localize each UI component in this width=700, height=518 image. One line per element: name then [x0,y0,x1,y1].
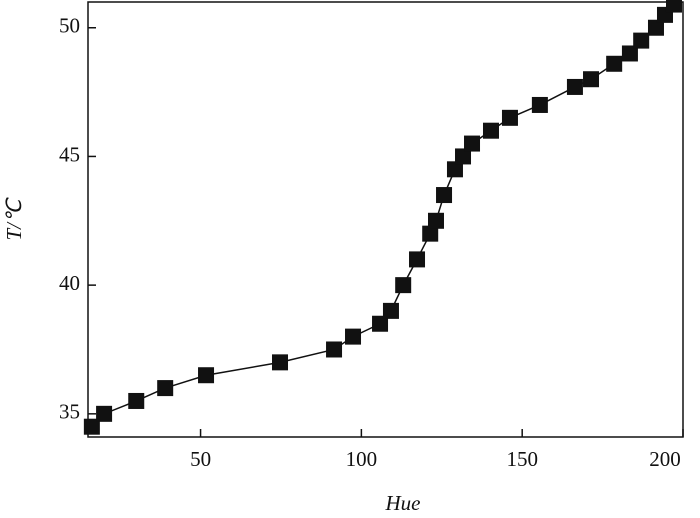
marker [531,96,548,113]
marker [566,78,583,95]
marker [621,45,638,62]
marker [382,302,399,319]
marker [633,32,650,49]
marker [128,392,145,409]
x-axis-label: Hue [385,491,421,515]
x-tick-label: 150 [506,447,538,471]
y-tick-label: 50 [59,14,80,38]
marker [665,0,682,13]
marker [372,315,389,332]
marker [647,19,664,36]
x-tick-label: 50 [190,447,211,471]
marker [395,277,412,294]
marker [198,367,215,384]
marker [606,55,623,72]
marker [583,71,600,88]
marker [482,122,499,139]
plot-frame [87,1,684,438]
marker [157,380,174,397]
y-tick-label: 45 [59,142,80,166]
marker [96,405,113,422]
y-axis-label: T/℃ [2,197,26,241]
marker [326,341,343,358]
marker [272,354,289,371]
marker [83,418,100,435]
marker [436,187,453,204]
x-tick-label: 200 [649,447,681,471]
marker [455,148,472,165]
marker [501,109,518,126]
marker [422,225,439,242]
x-tick-label: 100 [346,447,378,471]
y-tick-label: 35 [59,400,80,424]
marker [446,161,463,178]
marker [345,328,362,345]
marker [464,135,481,152]
marker [427,212,444,229]
series-line [91,4,675,428]
marker [409,251,426,268]
y-tick-label: 40 [59,271,80,295]
